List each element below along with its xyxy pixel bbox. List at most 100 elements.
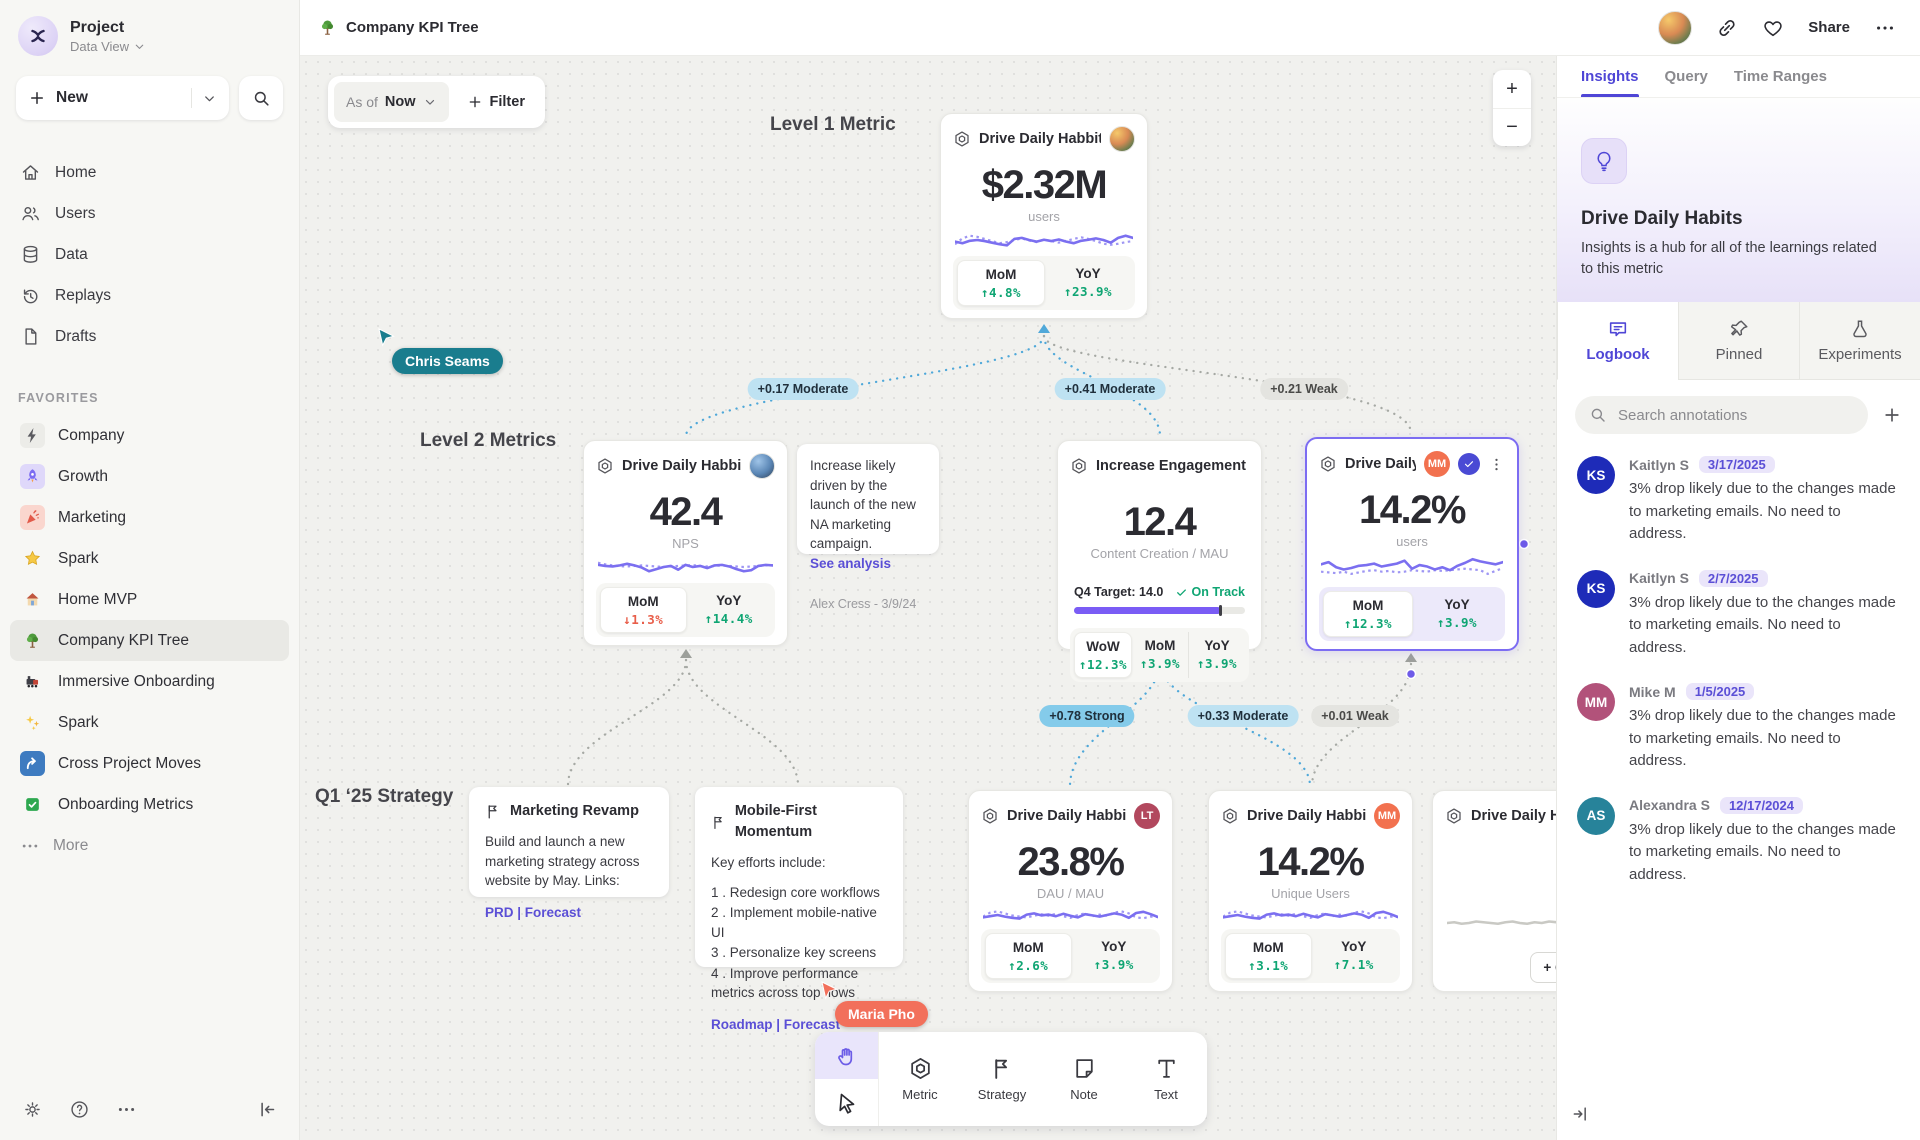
stat-mom[interactable]: MoM ↑2.6% — [985, 933, 1072, 979]
sidebar-favorite-item[interactable]: Company KPI Tree — [10, 620, 289, 661]
hand-tool-button[interactable] — [815, 1032, 878, 1079]
sidebar-nav-item[interactable]: Data — [0, 234, 299, 275]
collaborator-cursor-maria: Maria Pho — [820, 981, 928, 1027]
metric-card-drive-daily-habits-selected[interactable]: Drive Daily Habb.. MM 14.2% users MoM ↑1… — [1305, 437, 1519, 651]
stat-yoy[interactable]: YoY ↑3.9% — [1436, 597, 1478, 630]
stat-mom[interactable]: MoM ↑3.1% — [1225, 933, 1312, 979]
kpi-tree-canvas[interactable]: As of Now Filter + − Level 1 Metric Leve… — [300, 56, 1556, 1140]
tool-button[interactable]: Text — [1125, 1032, 1207, 1126]
stat-yoy[interactable]: YoY ↑23.9% — [1063, 266, 1113, 299]
stat-mom[interactable]: MoM ↑12.3% — [1323, 591, 1413, 637]
card-stats: MoM ↑2.6% YoY ↑3.9% — [981, 929, 1160, 983]
metric-unit: Content Creation / MAU — [1090, 546, 1229, 561]
sidebar-favorite-item[interactable]: Onboarding Metrics — [10, 784, 289, 825]
collapse-panel-icon[interactable] — [1571, 1104, 1591, 1124]
sidebar-favorite-item[interactable]: Spark — [10, 702, 289, 743]
strategy-links[interactable]: Roadmap | Forecast — [711, 1016, 841, 1032]
annotation-item[interactable]: MM Mike M 1/5/2025 3% drop likely due to… — [1577, 683, 1900, 773]
sidebar-favorite-item[interactable]: Cross Project Moves — [10, 743, 289, 784]
copy-link-icon[interactable] — [1716, 17, 1738, 39]
edge-correlation-label[interactable]: +0.78 Strong — [1039, 705, 1135, 727]
sidebar-nav-item[interactable]: Drafts — [0, 316, 299, 357]
sidebar-favorite-item[interactable]: Home MVP — [10, 579, 289, 620]
tree-icon — [20, 628, 45, 653]
section-tab[interactable]: Experiments — [1799, 302, 1920, 381]
favorite-heart-icon[interactable] — [1762, 17, 1784, 39]
card-menu-icon[interactable] — [1488, 456, 1505, 473]
more-options-icon[interactable] — [1874, 17, 1896, 39]
annotation-item[interactable]: AS Alexandra S 12/17/2024 3% drop likely… — [1577, 796, 1900, 887]
stat-yoy[interactable]: YoY ↑14.4% — [704, 593, 753, 626]
strategy-note-mobile-first[interactable]: Mobile-First Momentum Key efforts includ… — [695, 787, 903, 1032]
metric-card-drive-daily-habits-unique[interactable]: Drive Daily Habbits MM 14.2% Unique User… — [1208, 790, 1413, 992]
panel-tab[interactable]: Insights — [1581, 56, 1639, 97]
connect-button[interactable]: + Connect — [1530, 952, 1556, 983]
rocket-icon — [20, 464, 45, 489]
sidebar-favorite-item[interactable]: Marketing — [10, 497, 289, 538]
settings-gear-icon[interactable] — [22, 1099, 43, 1120]
strategy-title: Marketing Revamp — [510, 803, 639, 819]
owner-badge: MM — [1374, 803, 1400, 829]
zoom-out-button[interactable]: − — [1493, 108, 1531, 146]
tool-button[interactable]: Strategy — [961, 1032, 1043, 1126]
sidebar-nav-item[interactable]: Users — [0, 193, 299, 234]
sidebar-nav-item[interactable]: Home — [0, 152, 299, 193]
collapse-sidebar-icon[interactable] — [256, 1099, 277, 1120]
metric-card-drive-daily-habits-l1[interactable]: Drive Daily Habbits $2.32M users MoM ↑4.… — [940, 113, 1148, 319]
edge-correlation-label[interactable]: +0.21 Weak — [1260, 378, 1348, 400]
add-annotation-button[interactable] — [1882, 405, 1902, 425]
section-tab[interactable]: Logbook — [1557, 302, 1678, 381]
search-annotations-input[interactable] — [1616, 405, 1854, 425]
panel-tab[interactable]: Query — [1664, 68, 1708, 85]
annotation-item[interactable]: KS Kaitlyn S 2/7/2025 3% drop likely due… — [1577, 569, 1900, 660]
sidebar-more-button[interactable]: More — [10, 825, 289, 866]
section-tab-label: Logbook — [1586, 346, 1650, 364]
sidebar-favorite-item[interactable]: Immersive Onboarding — [10, 661, 289, 702]
help-icon[interactable] — [69, 1099, 90, 1120]
sidebar-favorite-item[interactable]: Company — [10, 415, 289, 456]
add-filter-button[interactable]: Filter — [453, 94, 539, 110]
strategy-note-marketing-revamp[interactable]: Marketing Revamp Build and launch a new … — [469, 787, 669, 920]
stat-mom[interactable]: MoM ↑3.9% — [1139, 638, 1181, 671]
metric-card-drive-daily-habits-dau[interactable]: Drive Daily Habbits LT 23.8% DAU / MAU M… — [968, 790, 1173, 992]
as-of-dropdown[interactable]: As of Now — [334, 82, 449, 122]
stat-yoy[interactable]: YoY ↑7.1% — [1333, 939, 1374, 972]
tool-button[interactable]: Metric — [879, 1032, 961, 1126]
stat-wow[interactable]: WoW ↑12.3% — [1074, 632, 1132, 678]
annotation-note[interactable]: Increase likely driven by the launch of … — [797, 444, 939, 611]
user-avatar[interactable] — [1658, 10, 1693, 45]
search-button[interactable] — [239, 76, 283, 120]
see-analysis-link[interactable]: See analysis — [810, 555, 892, 571]
workspace-selector[interactable]: Data View — [70, 39, 146, 54]
stat-yoy[interactable]: YoY ↑3.9% — [1093, 939, 1134, 972]
zoom-controls: + − — [1493, 70, 1531, 146]
favorite-item-label: Company KPI Tree — [58, 631, 189, 649]
new-button[interactable]: New — [16, 76, 229, 120]
select-tool-button[interactable] — [815, 1079, 878, 1126]
stat-mom[interactable]: MoM ↓1.3% — [600, 587, 687, 633]
strategy-links[interactable]: PRD | Forecast — [485, 904, 582, 920]
chevron-down-icon[interactable] — [202, 91, 217, 106]
panel-tab[interactable]: Time Ranges — [1733, 68, 1827, 85]
zoom-in-button[interactable]: + — [1506, 77, 1518, 100]
annotation-item[interactable]: KS Kaitlyn S 3/17/2025 3% drop likely du… — [1577, 456, 1900, 546]
edge-correlation-label[interactable]: +0.17 Moderate — [747, 378, 859, 400]
ellipsis-icon[interactable] — [116, 1099, 137, 1120]
sidebar-favorite-item[interactable]: Spark — [10, 538, 289, 579]
metric-card-increase-engagement[interactable]: Increase Engagement 12.4 Content Creatio… — [1057, 440, 1262, 682]
project-switcher[interactable]: Project Data View — [0, 0, 299, 66]
stat-mom[interactable]: MoM ↑4.8% — [957, 260, 1045, 306]
sidebar-favorite-item[interactable]: Growth — [10, 456, 289, 497]
stat-yoy[interactable]: YoY ↑3.9% — [1188, 632, 1245, 678]
metric-card-drive-daily-habits-nps[interactable]: Drive Daily Habbits 42.4 NPS MoM ↓1.3% Y… — [583, 440, 788, 646]
sidebar-nav-item[interactable]: Replays — [0, 275, 299, 316]
tool-button[interactable]: Note — [1043, 1032, 1125, 1126]
level1-label: Level 1 Metric — [770, 114, 896, 135]
search-annotations-box[interactable] — [1575, 396, 1868, 435]
section-tab[interactable]: Pinned — [1678, 302, 1799, 381]
edge-correlation-label[interactable]: +0.01 Weak — [1311, 705, 1399, 727]
share-button[interactable]: Share — [1808, 19, 1850, 36]
edge-correlation-label[interactable]: +0.41 Moderate — [1054, 378, 1166, 400]
edge-correlation-label[interactable]: +0.33 Moderate — [1187, 705, 1299, 727]
metric-card-partial[interactable]: Drive Daily Habbits + Connect — [1432, 790, 1556, 992]
